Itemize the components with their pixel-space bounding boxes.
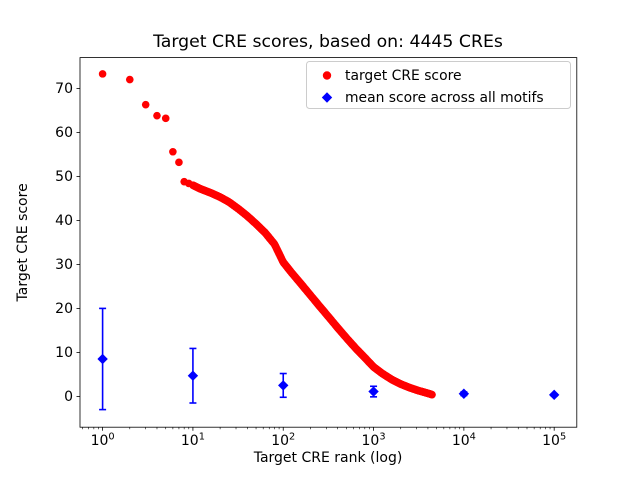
y-tick-label: 10 (55, 345, 73, 361)
x-tick-label: 105 (542, 432, 566, 450)
mean-score-point (278, 380, 289, 391)
x-tick-label: 102 (271, 432, 295, 450)
y-tick-label: 50 (55, 169, 73, 185)
y-axis-label: Target CRE score (15, 183, 31, 302)
target-cre-score-point (169, 147, 177, 156)
mean-score-point (458, 388, 470, 399)
x-tick-exponent: 3 (379, 432, 385, 443)
x-axis-label: Target CRE rank (log) (253, 450, 403, 466)
mean-score-point (368, 386, 379, 397)
target-cre-score-point (161, 114, 170, 123)
x-tick-label: 101 (181, 432, 205, 450)
axes-frame (79, 57, 578, 428)
x-tick-exponent: 0 (108, 432, 114, 443)
x-tick-exponent: 4 (470, 432, 476, 443)
y-tick-label: 70 (55, 81, 73, 97)
target-cre-score-point (153, 111, 161, 120)
y-tick-label: 40 (55, 213, 73, 229)
target-cre-score-point (175, 158, 183, 167)
target-cre-score-point (141, 100, 150, 109)
legend-marker-target-cre-score-icon (322, 71, 332, 80)
x-tick-exponent: 5 (560, 432, 566, 443)
mean-score-point (97, 353, 108, 365)
series-target-cre-score (98, 70, 436, 399)
chart-title: Target CRE scores, based on: 4445 CREs (152, 32, 503, 52)
target-cre-score-point (125, 75, 134, 84)
x-tick-label: 103 (362, 432, 386, 450)
y-tick-label: 60 (55, 125, 73, 141)
x-tick-exponent: 2 (289, 432, 295, 443)
legend-marker-mean-score-icon (321, 92, 333, 103)
y-tick-label: 30 (55, 257, 73, 273)
x-tick-label: 100 (91, 432, 115, 450)
legend: target CRE score mean score across all m… (306, 61, 571, 109)
x-tick-exponent: 1 (199, 432, 205, 443)
y-tick-label: 20 (55, 301, 73, 317)
target-cre-score-point (428, 390, 436, 399)
legend-label-mean-score: mean score across all motifs (345, 90, 544, 106)
target-cre-score-point (98, 70, 107, 78)
mean-score-point (187, 370, 199, 381)
x-tick-label: 104 (452, 432, 476, 450)
legend-label-target-cre-score: target CRE score (345, 68, 462, 84)
y-tick-label: 0 (64, 389, 73, 405)
legend-box (306, 61, 571, 109)
series-mean-score (97, 307, 560, 411)
mean-score-point (548, 389, 560, 401)
